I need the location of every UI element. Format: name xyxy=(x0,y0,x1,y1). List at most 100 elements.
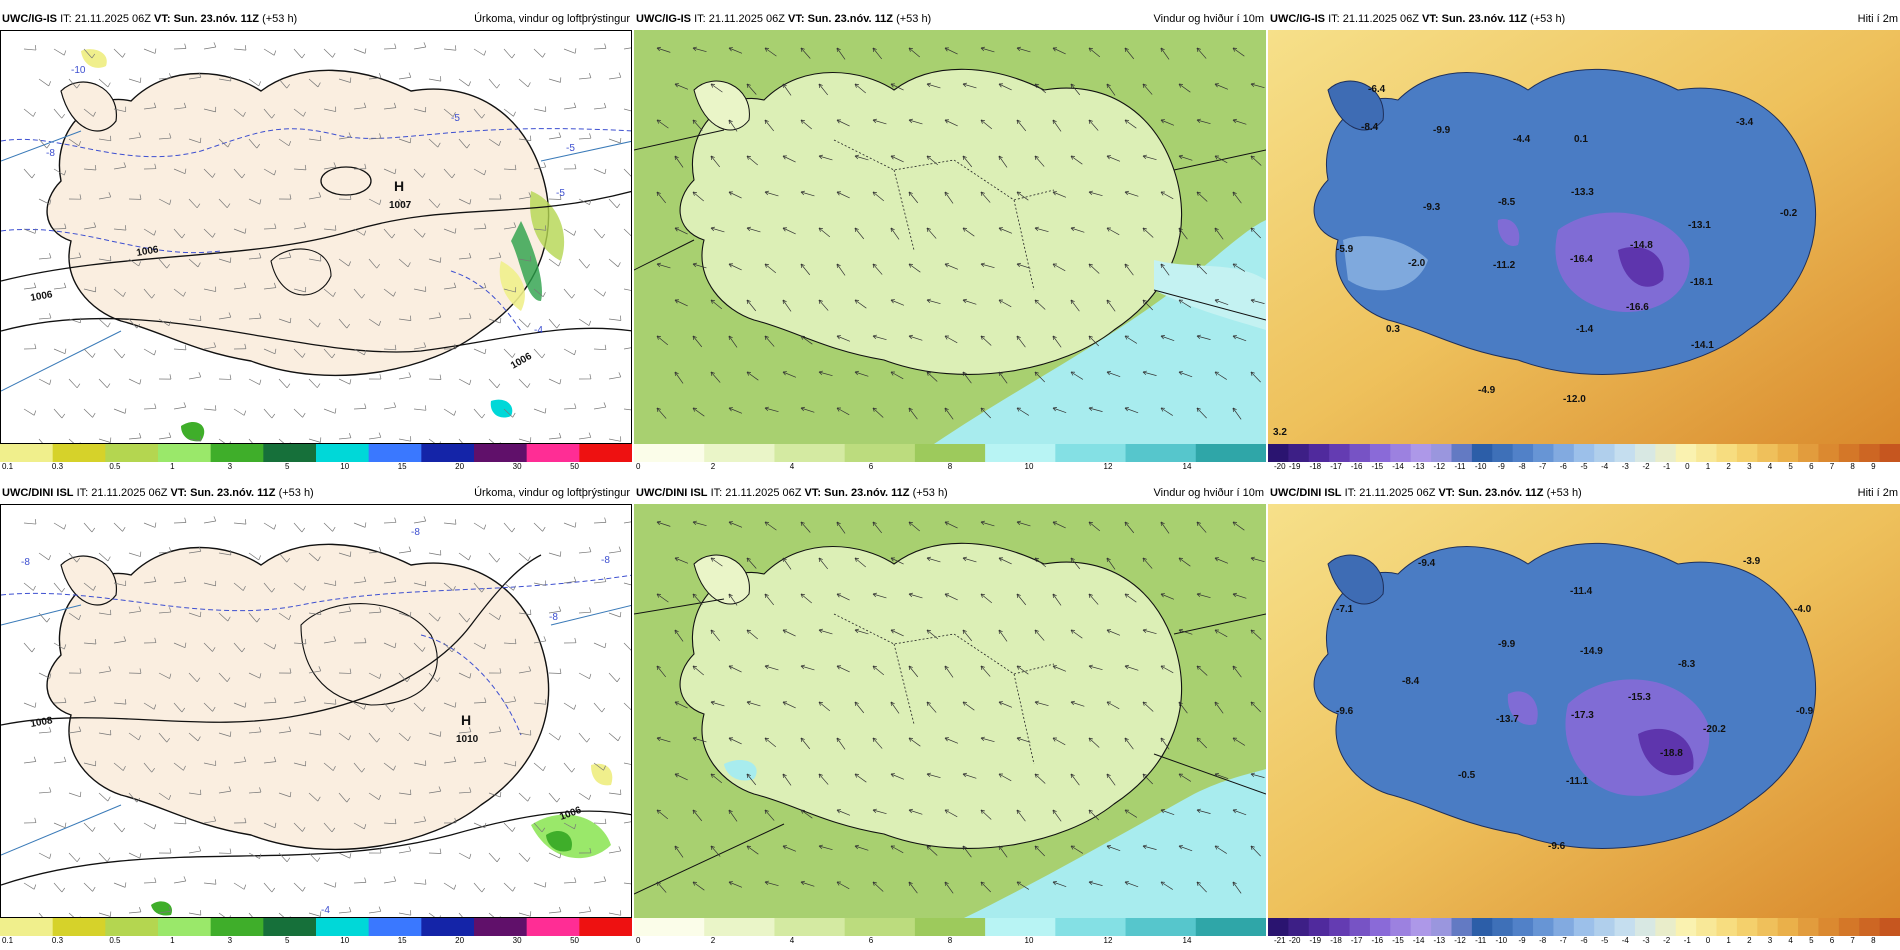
colorbar-tick-label: 3 xyxy=(1747,462,1752,471)
valid-time: Sun. 23.nóv. 11Z xyxy=(824,487,910,499)
temp-contour-label: -4 xyxy=(321,905,330,916)
temp-value: -9.6 xyxy=(1548,841,1566,852)
colorbar xyxy=(0,444,633,462)
colorbar-tick-label: -19 xyxy=(1288,462,1301,471)
colorbar-swatch xyxy=(634,918,705,936)
colorbar-swatch xyxy=(1798,444,1819,462)
init-time: IT: 21.11.2025 06Z xyxy=(1344,487,1436,499)
panel-header: UWC/IG-IS IT: 21.11.2025 06Z VT: Sun. 23… xyxy=(1268,10,1900,30)
colorbar-tick-label: 3 xyxy=(227,462,233,471)
pressure-high-label: H xyxy=(394,178,404,194)
colorbar-tick-label: -10 xyxy=(1495,936,1508,945)
lead-time: (+53 h) xyxy=(278,487,314,499)
colorbar-tick-label: 5 xyxy=(1809,936,1814,945)
colorbar-swatch xyxy=(1798,918,1819,936)
map-wind[interactable] xyxy=(634,30,1266,444)
field-title: Úrkoma, vindur og loftþrýstingur xyxy=(474,13,630,25)
init-time: IT: 21.11.2025 06Z xyxy=(1328,13,1419,25)
colorbar-tick-label: -20 xyxy=(1274,462,1286,471)
colorbar-tick-label: -11 xyxy=(1475,936,1487,945)
colorbar-tick-label: -9 xyxy=(1497,462,1505,471)
colorbar-swatch xyxy=(474,918,528,936)
wind-barbs xyxy=(656,46,1265,420)
valid-label: VT: xyxy=(170,487,188,499)
colorbar-tick-label: 0 xyxy=(1705,936,1711,945)
panel-wind-dini: UWC/DINI ISL IT: 21.11.2025 06Z VT: Sun.… xyxy=(634,484,1267,948)
colorbar-swatch xyxy=(914,918,986,936)
colorbar-swatch xyxy=(316,918,370,936)
colorbar-tick-label: -1 xyxy=(1663,462,1671,471)
colorbar-tick-label: 12 xyxy=(1103,936,1113,945)
colorbar-tick-label: -19 xyxy=(1309,936,1322,945)
colorbar-swatch xyxy=(1777,444,1799,462)
colorbar-swatch xyxy=(1369,444,1391,462)
lead-time: (+53 h) xyxy=(262,13,298,25)
colorbar-tick-label: -5 xyxy=(1601,936,1609,945)
map-temperature[interactable]: -9.4 -3.9 -7.1 -11.4 -4.0 -9.9 -14.9 -8.… xyxy=(1268,504,1900,918)
colorbar-swatch xyxy=(1410,918,1432,936)
colorbar-swatch xyxy=(1675,444,1697,462)
colorbar-labels: 0 2 4 6 8 10 12 14 xyxy=(634,462,1266,474)
colorbar-tick-label: -3 xyxy=(1621,462,1629,471)
temp-value: -0.5 xyxy=(1458,770,1476,781)
colorbar xyxy=(1268,918,1900,936)
colorbar-swatch xyxy=(1349,444,1371,462)
temp-value: -14.1 xyxy=(1691,340,1714,351)
colorbar-tick-label: -15 xyxy=(1371,462,1384,471)
temp-value: -6.4 xyxy=(1368,84,1386,95)
temp-value: -14.9 xyxy=(1580,646,1603,657)
colorbar-tick-label: 20 xyxy=(455,462,465,471)
colorbar-swatch xyxy=(1329,918,1351,936)
temp-value: -3.9 xyxy=(1743,556,1761,567)
panel-wind-igis: UWC/IG-IS IT: 21.11.2025 06Z VT: Sun. 23… xyxy=(634,10,1267,474)
colorbar-swatch xyxy=(1675,918,1697,936)
temp-contour-label: -8 xyxy=(46,148,55,159)
colorbar-swatch xyxy=(1431,444,1452,462)
colorbar-tick-label: 8 xyxy=(947,936,953,945)
valid-label: VT: xyxy=(788,13,805,25)
temp-value: -13.7 xyxy=(1496,714,1519,725)
colorbar-swatch xyxy=(579,918,633,936)
model-label: UWC/IG-IS xyxy=(1270,13,1325,25)
colorbar-tick-label: 0 xyxy=(1685,462,1690,471)
colorbar xyxy=(0,918,633,936)
colorbar-swatch xyxy=(1757,918,1779,936)
colorbar-tick-label: -2 xyxy=(1642,462,1650,471)
colorbar-swatch xyxy=(1736,918,1758,936)
colorbar-swatch xyxy=(526,918,580,936)
colorbar-swatch xyxy=(774,918,846,936)
colorbar-swatch xyxy=(526,444,580,462)
panel-precip-igis: UWC/IG-IS IT: 21.11.2025 06Z VT: Sun. 23… xyxy=(0,10,633,474)
colorbar-swatch xyxy=(1288,918,1310,936)
map-wind[interactable] xyxy=(634,504,1266,918)
map-temperature[interactable]: -6.4 -8.4 -9.9 -4.4 0.1 -3.4 -9.3 -8.5 -… xyxy=(1268,30,1900,444)
colorbar-swatch xyxy=(1757,444,1779,462)
colorbar-tick-label: 1 xyxy=(1726,936,1731,945)
colorbar-swatch xyxy=(1716,918,1738,936)
colorbar-swatch xyxy=(1308,444,1330,462)
field-title: Vindur og hviður í 10m xyxy=(1153,487,1264,499)
map-precip[interactable]: H 1007 1006 1006 1006 -10 -8 -5 -5 -4 -5 xyxy=(0,30,632,444)
pressure-high-label: H xyxy=(461,712,471,728)
colorbar-tick-label: 14 xyxy=(1182,936,1192,945)
colorbar-swatch xyxy=(1655,444,1677,462)
panel-header: UWC/DINI ISL IT: 21.11.2025 06Z VT: Sun.… xyxy=(1268,484,1900,504)
colorbar-swatch xyxy=(368,918,422,936)
colorbar-tick-label: 0.1 xyxy=(2,462,14,471)
valid-time: Sun. 23.nóv. 11Z xyxy=(807,13,893,25)
colorbar-tick-label: -16 xyxy=(1371,936,1384,945)
colorbar-swatch xyxy=(1859,444,1881,462)
map-precip[interactable]: H 1010 1008 1006 -8 -8 -8 -8 -4 xyxy=(0,504,632,918)
temp-contour-label: -5 xyxy=(451,113,460,124)
colorbar-swatch xyxy=(158,918,212,936)
colorbar xyxy=(1268,444,1900,462)
colorbar-swatch xyxy=(1268,444,1289,462)
colorbar-swatch xyxy=(1553,918,1575,936)
colorbar-swatch xyxy=(368,444,422,462)
colorbar-swatch xyxy=(579,444,633,462)
colorbar-swatch xyxy=(0,918,54,936)
colorbar-tick-label: 2 xyxy=(1726,462,1731,471)
colorbar-swatch xyxy=(1308,918,1330,936)
model-label: UWC/IG-IS xyxy=(2,13,57,25)
colorbar-swatch xyxy=(1879,444,1900,462)
